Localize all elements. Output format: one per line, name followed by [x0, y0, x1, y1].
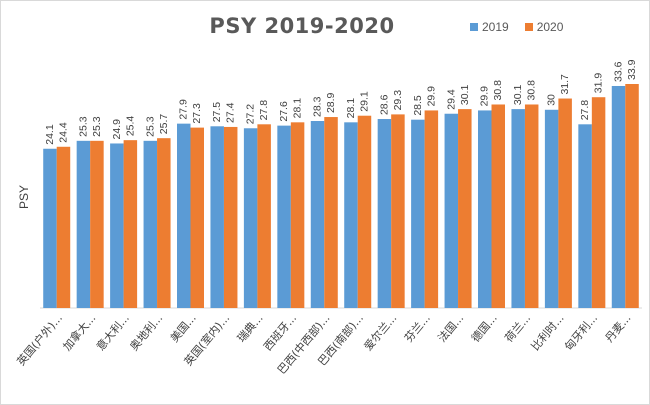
bar-2019-11 [411, 119, 425, 308]
data-label-2020-15: 31.7 [559, 74, 571, 95]
data-label-2019-12: 29.4 [445, 89, 457, 110]
data-label-2020-6: 27.8 [258, 100, 270, 121]
category-label-15: 比利时... [529, 312, 567, 354]
data-label-2019-17: 33.6 [613, 61, 625, 82]
data-label-2020-13: 30.8 [492, 80, 504, 101]
data-label-2020-14: 30.8 [526, 80, 538, 101]
chart-title: PSY 2019-2020 [209, 14, 395, 38]
data-label-2019-6: 27.2 [245, 104, 257, 125]
bar-2020-1 [90, 140, 104, 308]
bar-2020-13 [491, 104, 505, 309]
data-label-2020-2: 25.4 [124, 116, 136, 137]
bar-2020-3 [157, 138, 171, 308]
bar-2020-16 [591, 97, 606, 309]
category-label-4: 美国... [168, 312, 199, 345]
bar-2019-5 [210, 126, 224, 308]
data-label-2020-12: 30.1 [459, 85, 471, 106]
data-label-2020-16: 31.9 [593, 73, 605, 94]
bar-2019-12 [444, 113, 459, 308]
bar-2019-9 [344, 122, 358, 308]
bar-2019-15 [544, 109, 559, 308]
bar-2019-14 [511, 109, 525, 308]
bar-2019-6 [243, 128, 258, 308]
data-label-2019-4: 27.9 [178, 99, 190, 120]
bar-2020-7 [290, 122, 305, 308]
bar-2019-1 [76, 140, 91, 308]
data-label-2019-7: 27.6 [278, 101, 290, 122]
data-label-2020-0: 24.4 [57, 122, 69, 143]
legend-label-2019: 2019 [482, 20, 509, 34]
data-label-2019-13: 29.9 [479, 86, 491, 107]
bar-2019-13 [478, 110, 492, 308]
bar-2019-10 [377, 119, 392, 308]
data-label-2019-14: 30.1 [512, 85, 524, 106]
data-label-2020-11: 29.9 [425, 86, 437, 107]
legend-swatch-2020 [524, 23, 533, 31]
data-label-2020-10: 29.3 [392, 90, 404, 111]
data-label-2020-8: 28.9 [325, 92, 337, 113]
data-label-2020-5: 27.4 [225, 102, 237, 123]
chart-legend: 2019 2020 [470, 20, 563, 34]
category-label-1: 加拿大... [60, 311, 99, 353]
bar-2020-5 [223, 126, 238, 308]
bar-2020-15 [558, 98, 572, 309]
data-label-2019-8: 28.3 [312, 96, 324, 117]
bar-2019-7 [277, 125, 291, 308]
category-label-0: 英国(户外)... [14, 311, 65, 368]
data-label-2020-4: 27.3 [191, 103, 203, 124]
data-label-2019-1: 25.3 [77, 116, 89, 137]
bar-2020-14 [524, 104, 539, 309]
category-label-13: 德国... [468, 311, 500, 345]
bar-2019-3 [143, 140, 158, 308]
category-label-2: 意大利... [93, 311, 132, 353]
data-label-2020-1: 25.3 [91, 116, 103, 137]
category-label-14: 荷兰... [502, 312, 533, 345]
bar-2020-6 [257, 124, 271, 308]
category-label-3: 奥地利... [127, 311, 166, 353]
data-label-2019-11: 28.5 [412, 95, 424, 116]
data-label-2020-3: 25.7 [158, 114, 170, 135]
data-label-2019-9: 28.1 [345, 98, 357, 119]
category-label-16: 匈牙利... [561, 311, 600, 353]
data-label-2019-5: 27.5 [211, 102, 223, 123]
bar-2020-17 [625, 84, 639, 308]
category-label-11: 芬兰... [402, 312, 433, 345]
bar-2020-2 [123, 140, 138, 308]
legend-item-2020: 2020 [524, 20, 564, 34]
category-label-10: 爱尔兰... [362, 312, 400, 354]
bar-2019-4 [177, 123, 191, 308]
category-label-6: 瑞典... [234, 311, 266, 345]
data-label-2019-2: 24.9 [111, 119, 123, 140]
bar-2020-8 [324, 117, 338, 308]
bar-2020-4 [190, 127, 204, 308]
bar-2020-9 [357, 115, 372, 308]
bar-2020-12 [458, 109, 472, 308]
data-label-2020-17: 33.9 [626, 59, 638, 80]
bar-2019-0 [43, 148, 57, 308]
data-label-2019-10: 28.6 [378, 94, 390, 115]
bar-2019-2 [110, 143, 124, 308]
data-label-2020-7: 28.1 [292, 98, 304, 119]
bar-2019-16 [578, 124, 592, 308]
data-label-2019-15: 30 [546, 94, 558, 106]
category-label-12: 法国... [435, 311, 467, 345]
data-label-2019-0: 24.1 [44, 124, 56, 145]
data-label-2020-9: 29.1 [358, 91, 370, 112]
bar-2020-11 [424, 110, 439, 308]
data-label-2019-16: 27.8 [579, 100, 591, 121]
category-label-17: 丹麦... [603, 312, 634, 345]
bar-2019-8 [310, 121, 325, 308]
legend-item-2019: 2019 [470, 20, 509, 34]
bar-2019-17 [611, 85, 626, 308]
data-label-2019-3: 25.3 [144, 116, 156, 137]
bar-2020-0 [56, 146, 71, 308]
legend-swatch-2019 [470, 23, 478, 31]
bar-2020-10 [391, 114, 405, 308]
legend-label-2020: 2020 [536, 20, 564, 34]
